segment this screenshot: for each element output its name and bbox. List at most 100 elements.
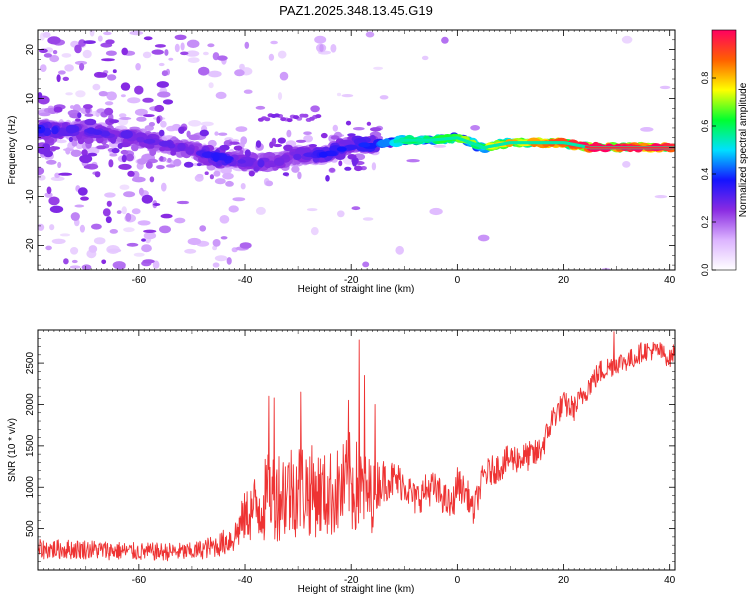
heatmap-cell [352,159,358,167]
heatmap-cell [273,157,285,166]
heatmap-cell [268,163,277,168]
heatmap-cell [279,71,289,81]
heatmap-cell [167,157,172,163]
heatmap-cell [373,66,384,70]
x-tick-label: -60 [132,275,147,286]
heatmap-cell [214,178,226,185]
heatmap-cell [103,31,112,36]
heatmap-cell [44,192,53,198]
heatmap-cell [203,51,209,56]
heatmap-cell [303,135,313,143]
heatmap-cell [477,234,490,242]
x-tick-label: 20 [558,575,570,586]
snr-y-axis-label: SNR (10 * v/v) [7,418,18,482]
heatmap-cell [133,252,145,257]
heatmap-cell [222,172,234,180]
heatmap-cell [61,122,69,129]
spectrogram-panel: -60 -40 -20 0 20 40 -20 -10 0 10 20 Height of str… [7,29,676,295]
heatmap-cell [119,184,130,190]
heatmap-cell [43,150,53,158]
heatmap-cell [198,66,210,76]
heatmap-cell [280,117,287,122]
colorbar-frame [711,29,737,271]
x-tick-label: -60 [132,575,147,586]
y-tick-label: 2500 [25,352,36,375]
heatmap-cell [277,137,286,144]
heatmap-cell [142,51,152,59]
heatmap-cell [226,180,233,186]
heatmap-cell [158,62,165,67]
heatmap-cell [143,229,157,233]
heatmap-cell [143,36,153,41]
heatmap-cell [240,136,248,145]
heatmap-cell [177,142,186,151]
spectrogram-y-axis-label: Frequency (Hz) [7,116,18,185]
heatmap-cell [295,147,307,156]
heatmap-cell [265,180,274,187]
ridge-core-hot [584,145,675,149]
heatmap-cell [180,42,185,51]
heatmap-cell [137,158,147,165]
heatmap-cell [105,216,112,224]
heatmap-cell [75,118,81,122]
heatmap-cell [186,39,200,48]
heatmap-cell [53,106,63,113]
heatmap-cell [143,114,155,118]
heatmap-cell [365,31,375,38]
snr-line [38,331,675,562]
heatmap-cell [379,95,389,100]
heatmap-cell [121,206,127,215]
heatmap-cell [395,245,405,255]
heatmap-cell [83,137,94,144]
heatmap-cell [354,165,363,172]
x-tick-label: -40 [238,275,253,286]
heatmap-cell [244,149,251,158]
heatmap-cell [71,259,78,264]
heatmap-cell [38,223,45,231]
heatmap-cell [212,153,220,162]
heatmap-cell [223,140,233,147]
heatmap-cell [337,210,345,218]
heatmap-cell [121,47,128,56]
heatmap-cell [196,163,202,167]
heatmap-cell [213,170,221,177]
spectrogram-heatmap [38,30,675,270]
heatmap-cell [207,43,215,48]
snr-x-ticks: -60 -40 -20 0 20 40 [37,330,676,586]
heatmap-cell [332,124,338,132]
heatmap-cell [232,197,246,202]
heatmap-cell [244,41,250,49]
heatmap-cell [270,40,278,45]
heatmap-cell [166,164,176,168]
heatmap-cell [116,210,122,215]
heatmap-cell [330,135,340,140]
heatmap-cell [101,259,107,265]
heatmap-cell [310,105,320,113]
heatmap-cell [97,35,103,42]
heatmap-cell [149,176,155,183]
x-tick-label: -40 [238,575,253,586]
heatmap-cell [216,55,228,61]
heatmap-cell [42,31,51,38]
snr-x-axis-label: Height of straight line (km) [298,584,415,595]
heatmap-cell [118,113,127,118]
heatmap-cell [209,174,214,180]
heatmap-cell [49,55,60,63]
x-tick-label: 20 [558,275,570,286]
heatmap-cell [237,159,246,164]
heatmap-cell [51,126,59,135]
heatmap-cell [341,94,354,98]
heatmap-cell [92,83,101,91]
heatmap-cell [174,43,180,53]
x-tick-label: 0 [455,275,461,286]
heatmap-cell [220,166,232,175]
heatmap-cell [282,172,289,177]
heatmap-cell [160,120,167,128]
heatmap-cell [226,257,232,265]
heatmap-cell [441,36,449,44]
heatmap-cell [79,224,85,233]
heatmap-cell [63,258,69,265]
heatmap-cell [659,85,671,90]
heatmap-cell [40,64,47,72]
heatmap-cell [65,147,71,155]
